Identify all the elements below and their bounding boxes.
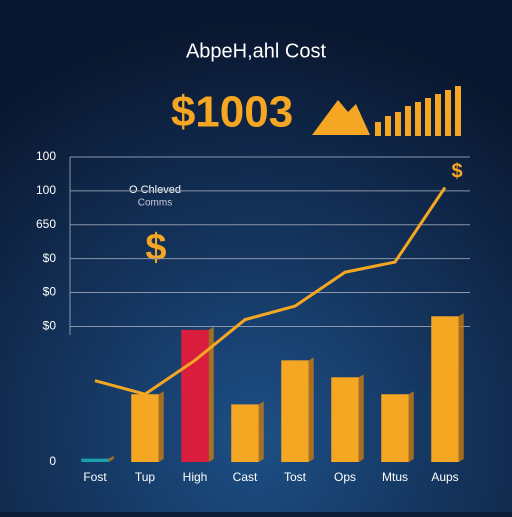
bar [431,316,459,462]
bar [131,394,159,462]
line [94,186,447,396]
y-tick-label: 0 [49,454,56,468]
bar-side [108,455,114,462]
y-tick-label: $0 [43,319,57,333]
bar [281,360,309,462]
bar [81,458,109,462]
bar-side [208,326,214,462]
x-tick-label: Ops [334,470,356,484]
x-tick-label: Aups [431,470,458,484]
x-tick-label: Cast [233,470,258,484]
y-tick-label: 100 [36,183,56,197]
headline: $1003 [171,88,293,137]
bar-side [258,401,264,462]
mini-bars-icon [375,86,461,136]
x-tick-label: High [183,470,208,484]
annotation: Comms [138,198,172,209]
bar [381,394,409,462]
y-tick-label: 650 [36,217,56,231]
x-tick-label: Fost [83,470,107,484]
bar [331,377,359,462]
dollar-icon: $ [451,160,462,182]
x-tick-label: Tup [135,470,156,484]
y-tick-label: $0 [43,251,57,265]
x-tick-label: Mtus [382,470,408,484]
chart-title: AbpeH,ahl Cost [186,40,327,62]
bar-side [308,357,314,462]
bar-side [358,374,364,462]
bar-side [408,391,414,462]
bar [231,404,259,462]
bar-side [158,391,164,462]
dollar-icon: $ [145,227,166,269]
y-tick-label: 100 [36,149,56,163]
x-tick-label: Tost [284,470,307,484]
mountain-icon [312,100,370,135]
bar [181,329,209,462]
y-tick-label: $0 [43,285,57,299]
annotation: O Chleved [129,184,181,196]
bar-side [458,313,464,462]
